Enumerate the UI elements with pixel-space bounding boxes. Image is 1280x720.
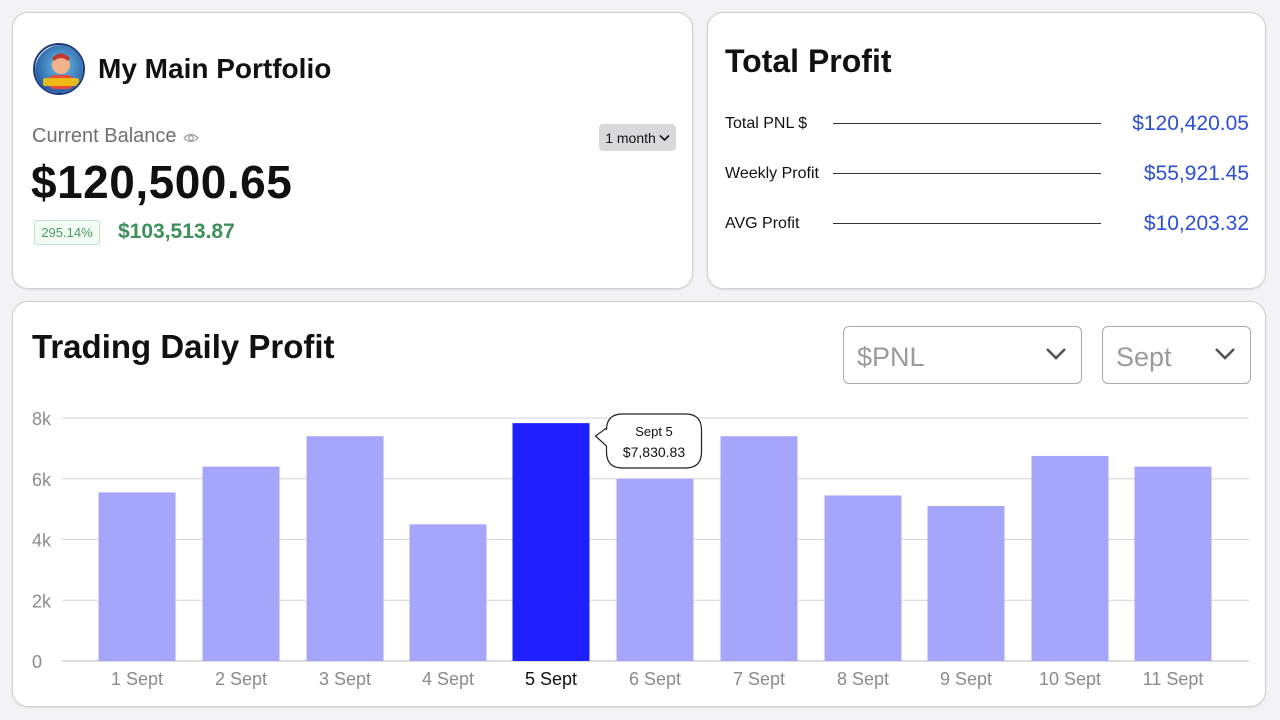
month-dropdown[interactable]: Sept <box>1102 326 1251 384</box>
profit-row-divider <box>833 123 1101 124</box>
bar-4-sept[interactable] <box>409 524 487 661</box>
bar-8-sept[interactable] <box>824 495 902 661</box>
total-profit-card: Total Profit Total PNL $ $120,420.05 Wee… <box>707 12 1266 289</box>
profit-row-label: AVG Profit <box>725 215 800 232</box>
y-tick-label: 4k <box>32 531 52 551</box>
eye-icon[interactable] <box>182 129 199 145</box>
profit-row-value: $55,921.45 <box>1143 162 1249 185</box>
metric-dropdown[interactable]: $PNL <box>843 326 1082 384</box>
y-tick-label: 6k <box>32 470 52 490</box>
month-dropdown-value: Sept <box>1116 342 1172 372</box>
bar-6-sept[interactable] <box>616 478 694 661</box>
tooltip-value: $7,830.83 <box>623 444 685 460</box>
bar-3-sept[interactable] <box>306 436 384 661</box>
profit-row-value: $10,203.32 <box>1143 212 1249 235</box>
profit-row-label: Total PNL $ <box>725 115 808 132</box>
chevron-down-icon <box>1046 348 1066 360</box>
profit-row-total-pnl: Total PNL $ $120,420.05 <box>725 112 1249 136</box>
x-tick-label: 10 Sept <box>1039 669 1101 689</box>
y-tick-label: 0 <box>32 652 42 672</box>
x-tick-label: 2 Sept <box>215 669 267 689</box>
total-profit-title: Total Profit <box>725 43 892 79</box>
chevron-down-icon <box>1215 348 1235 360</box>
profit-row-avg: AVG Profit $10,203.32 <box>725 212 1249 236</box>
y-tick-label: 2k <box>32 591 52 611</box>
profit-row-label: Weekly Profit <box>725 165 819 182</box>
profit-row-divider <box>833 173 1101 174</box>
portfolio-avatar[interactable] <box>33 43 85 95</box>
x-tick-label: 6 Sept <box>629 669 681 689</box>
bar-5-sept[interactable] <box>512 423 590 661</box>
profit-row-weekly: Weekly Profit $55,921.45 <box>725 162 1249 186</box>
y-tick-label: 8k <box>32 409 52 429</box>
change-amount: $103,513.87 <box>118 220 235 243</box>
x-tick-label: 4 Sept <box>422 669 474 689</box>
x-tick-label: 7 Sept <box>733 669 785 689</box>
profit-row-divider <box>833 223 1101 224</box>
bar-11-sept[interactable] <box>1134 466 1212 661</box>
balance-amount: $120,500.65 <box>31 156 293 208</box>
bar-7-sept[interactable] <box>720 436 798 661</box>
x-tick-label: 9 Sept <box>940 669 992 689</box>
change-percent-badge: 295.14% <box>34 220 100 245</box>
x-tick-label: 5 Sept <box>525 669 577 689</box>
x-tick-label: 3 Sept <box>319 669 371 689</box>
period-select-label: 1 month <box>605 129 656 146</box>
bar-tooltip: Sept 5 $7,830.83 <box>594 413 703 469</box>
profit-row-value: $120,420.05 <box>1132 112 1249 135</box>
bar-9-sept[interactable] <box>927 506 1005 661</box>
portfolio-title: My Main Portfolio <box>98 53 332 84</box>
tooltip-bubble <box>594 413 703 469</box>
trading-daily-profit-card: 0 2k 4k 6k 8k 1 Sept 2 Sept 3 Sept 4 Sept 5 Sept 6… <box>12 301 1266 707</box>
x-tick-label: 1 Sept <box>111 669 163 689</box>
x-tick-label: 11 Sept <box>1143 669 1204 689</box>
balance-label-row: Current Balance <box>32 125 199 148</box>
metric-dropdown-value: $PNL <box>857 342 925 372</box>
bar-10-sept[interactable] <box>1031 455 1109 661</box>
chevron-down-icon <box>659 134 670 141</box>
bar-1-sept[interactable] <box>98 492 176 661</box>
portfolio-card: My Main Portfolio Current Balance 1 mont… <box>12 12 693 289</box>
period-select[interactable]: 1 month <box>599 124 676 151</box>
chart-title: Trading Daily Profit <box>32 328 335 365</box>
balance-label: Current Balance <box>32 125 177 147</box>
daily-profit-chart: 0 2k 4k 6k 8k 1 Sept 2 Sept 3 Sept 4 Sept 5 Sept 6… <box>32 409 1249 689</box>
bar-2-sept[interactable] <box>202 466 280 661</box>
tooltip-date: Sept 5 <box>635 424 673 439</box>
x-tick-label: 8 Sept <box>837 669 889 689</box>
